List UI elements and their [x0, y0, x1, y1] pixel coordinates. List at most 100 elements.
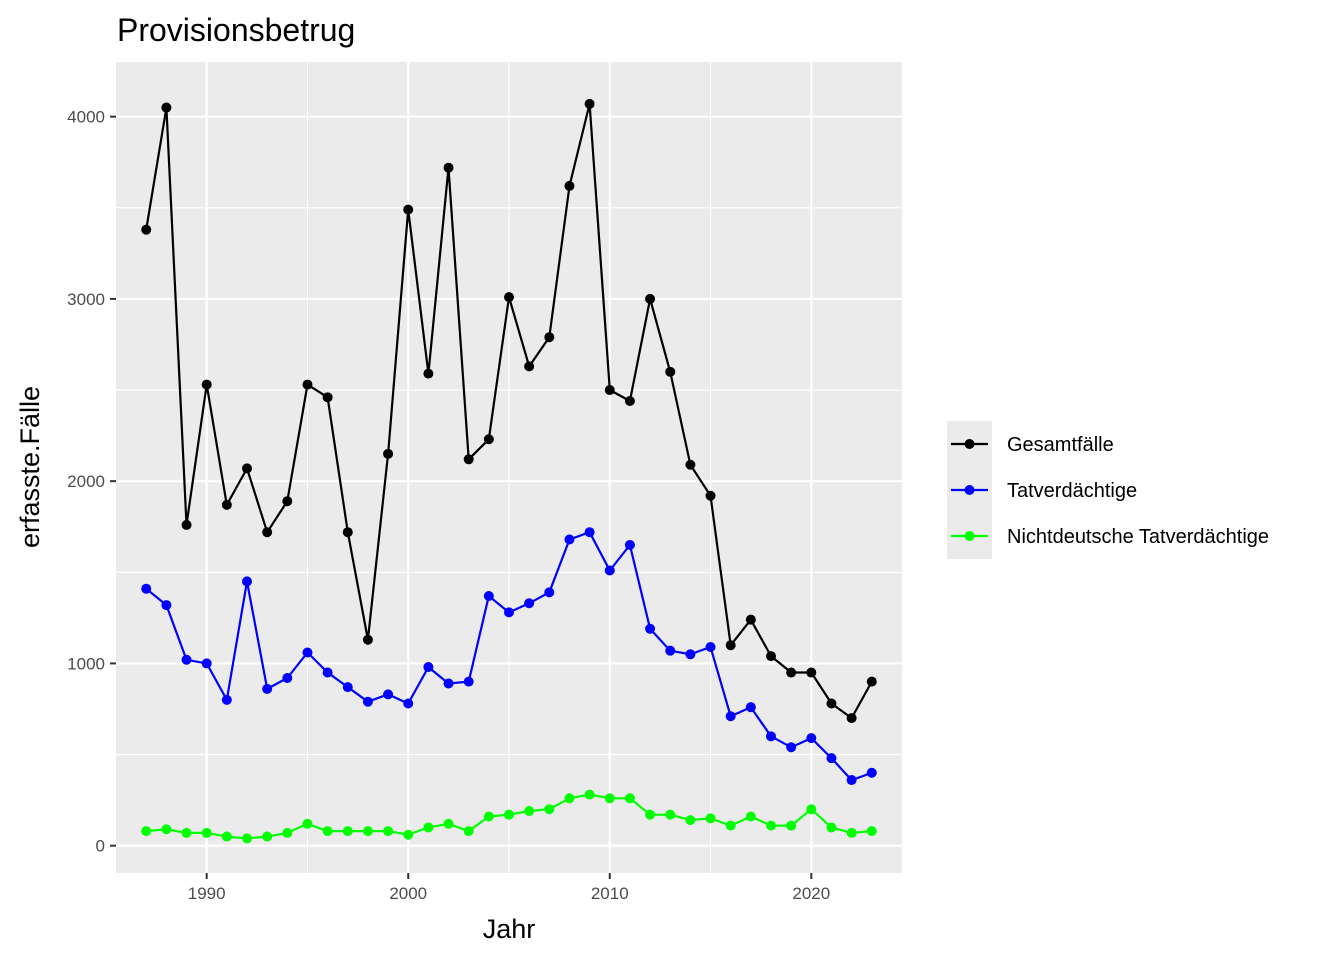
data-point: [282, 827, 293, 838]
data-point: [645, 293, 656, 304]
data-point: [766, 731, 776, 742]
x-tick-label: 2020: [792, 884, 830, 903]
y-tick-label: 3000: [67, 290, 105, 309]
data-point: [463, 826, 474, 837]
data-point: [141, 224, 152, 235]
data-point: [846, 827, 857, 838]
data-point: [443, 162, 454, 173]
y-axis: 0 1000 2000 3000 4000: [67, 108, 116, 856]
data-point: [584, 527, 595, 538]
data-point: [141, 583, 152, 594]
data-point: [201, 827, 212, 838]
data-point: [624, 539, 635, 550]
data-point: [221, 694, 232, 705]
data-point: [322, 667, 333, 678]
data-point: [866, 676, 877, 687]
x-tick-label: 1990: [188, 884, 226, 903]
data-point: [362, 696, 373, 707]
data-point: [826, 822, 837, 833]
data-point: [181, 654, 192, 665]
data-point: [705, 813, 716, 824]
data-point: [161, 102, 172, 113]
legend-item: Tatverdächtige: [951, 480, 1137, 502]
data-point: [362, 826, 373, 837]
y-axis-title: erfasste.Fälle: [15, 386, 45, 548]
data-point: [443, 818, 454, 829]
data-point: [705, 490, 716, 501]
data-point: [786, 742, 797, 753]
data-point: [463, 676, 474, 687]
data-point: [302, 379, 313, 390]
data-point: [362, 634, 373, 645]
legend-label: Nichtdeutsche Tatverdächtige: [1007, 526, 1269, 548]
data-point: [584, 789, 595, 800]
data-point: [423, 662, 434, 673]
data-point: [806, 733, 817, 744]
data-point: [181, 827, 192, 838]
data-point: [846, 775, 857, 786]
data-point: [282, 496, 293, 507]
data-point: [584, 98, 595, 109]
legend-key-point: [964, 531, 975, 541]
data-point: [483, 590, 494, 601]
data-point: [685, 815, 696, 826]
data-point: [725, 640, 736, 651]
data-point: [786, 667, 797, 678]
data-point: [544, 332, 555, 343]
data-point: [725, 820, 736, 831]
data-point: [242, 576, 252, 587]
legend: Gesamtfälle Tatverdächtige Nichtdeutsche T…: [947, 421, 1269, 559]
data-point: [403, 204, 414, 215]
data-point: [504, 607, 514, 618]
data-point: [161, 600, 172, 611]
data-point: [383, 689, 394, 700]
data-point: [624, 793, 635, 804]
legend-key-point: [964, 485, 975, 495]
data-point: [745, 702, 756, 713]
data-point: [201, 379, 212, 390]
data-point: [342, 527, 353, 538]
data-point: [725, 711, 736, 722]
data-point: [645, 809, 656, 820]
data-point: [483, 434, 494, 445]
data-point: [342, 682, 353, 693]
data-point: [504, 292, 514, 303]
data-point: [806, 804, 817, 815]
series-layer: [141, 98, 877, 844]
legend-item: Nichtdeutsche Tatverdächtige: [951, 526, 1269, 548]
data-point: [745, 811, 756, 822]
data-point: [645, 623, 656, 634]
series-1: [141, 98, 877, 724]
y-tick-label: 4000: [67, 108, 105, 127]
data-point: [624, 395, 635, 406]
data-point: [604, 385, 615, 396]
y-tick-label: 1000: [67, 654, 105, 673]
data-point: [544, 804, 555, 815]
x-tick-label: 2000: [389, 884, 427, 903]
x-tick-label: 2010: [591, 884, 629, 903]
data-point: [302, 818, 313, 829]
data-point: [221, 499, 232, 510]
series-3: [141, 789, 877, 844]
data-point: [524, 361, 535, 372]
data-point: [766, 820, 776, 831]
data-point: [665, 809, 676, 820]
legend-label: Tatverdächtige: [1007, 480, 1137, 502]
data-point: [564, 534, 575, 545]
data-point: [322, 392, 333, 403]
data-point: [524, 598, 535, 609]
data-point: [665, 366, 676, 377]
data-point: [866, 767, 877, 778]
data-point: [564, 180, 575, 191]
legend-label: Gesamtfälle: [1007, 434, 1114, 456]
data-point: [262, 831, 273, 842]
data-point: [806, 667, 817, 678]
data-point: [826, 753, 837, 764]
data-point: [524, 806, 535, 817]
data-point: [766, 651, 776, 662]
data-point: [201, 658, 212, 669]
data-point: [423, 822, 434, 833]
chart-title: Provisionsbetrug: [117, 12, 355, 48]
data-point: [181, 519, 192, 530]
